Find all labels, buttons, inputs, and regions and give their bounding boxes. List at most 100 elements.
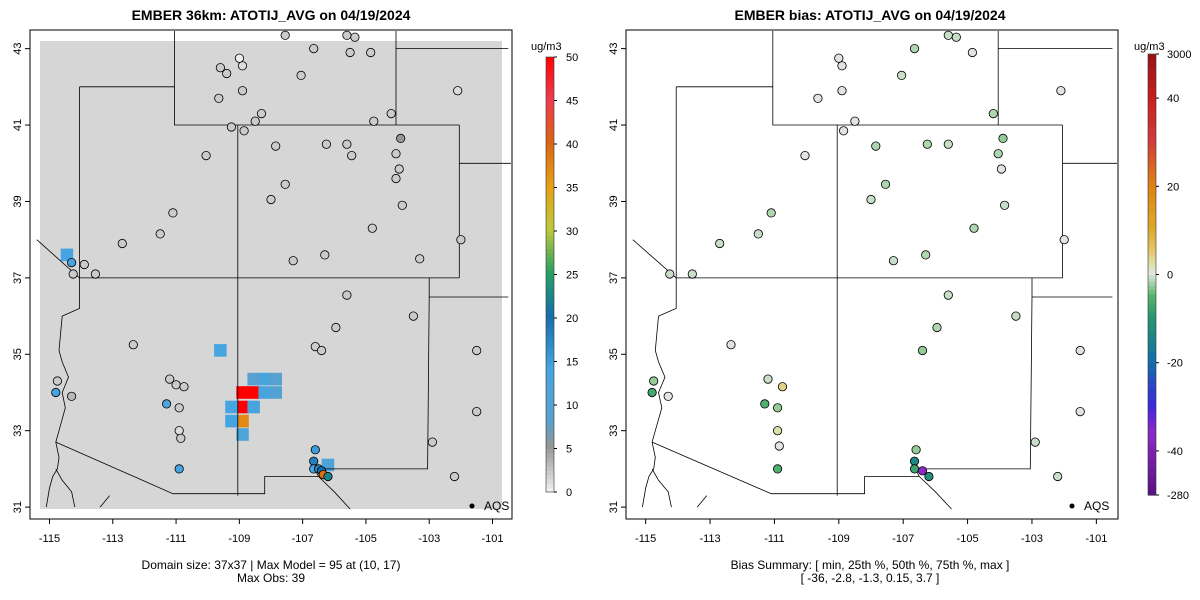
colorbar-segment — [546, 91, 554, 97]
colorbar-segment — [1148, 303, 1156, 309]
colorbar-segment — [1148, 193, 1156, 198]
colorbar-segment — [546, 204, 554, 210]
y-tick-label: 39 — [12, 195, 24, 207]
colorbar-tick-label: 20 — [566, 313, 578, 325]
colorbar-segment — [1148, 314, 1156, 320]
aqs-point — [316, 345, 327, 356]
colorbar-segment — [1148, 256, 1156, 261]
colorbar-segment — [546, 291, 554, 297]
aqs-point — [321, 139, 331, 149]
colorbar-segment — [546, 374, 554, 380]
colorbar-segment — [1148, 432, 1156, 437]
aqs-point — [250, 116, 260, 126]
bias-point — [1075, 406, 1085, 417]
bias-point — [726, 340, 736, 350]
colorbar-segment — [1148, 105, 1156, 110]
colorbar-segment — [546, 357, 554, 363]
bias-point — [988, 109, 998, 119]
model-cell — [236, 428, 249, 441]
colorbar-segment — [1148, 384, 1156, 390]
aqs-point — [310, 445, 320, 455]
colorbar-segment — [1148, 72, 1156, 77]
colorbar-segment — [1148, 325, 1156, 331]
aqs-point — [214, 93, 224, 103]
colorbar-segment — [546, 200, 554, 206]
colorbar-segment — [546, 487, 554, 493]
bias-point — [998, 133, 1008, 143]
colorbar-segment — [546, 148, 554, 154]
colorbar-segment — [1148, 245, 1156, 250]
colorbar-segment — [546, 231, 554, 236]
colorbar-segment — [1148, 142, 1156, 147]
colorbar-tick-label: 0 — [566, 487, 572, 499]
colorbar-segment — [1148, 149, 1156, 154]
colorbar-segment — [1148, 186, 1156, 191]
aqs-point — [215, 63, 225, 73]
colorbar-segment — [546, 344, 554, 350]
bias-point — [777, 382, 788, 392]
colorbar-segment — [1148, 212, 1156, 217]
colorbar-segment — [1148, 461, 1156, 467]
colorbar-segment — [1148, 377, 1156, 382]
colorbar-segment — [1148, 344, 1156, 349]
colorbar-segment — [1148, 450, 1156, 456]
y-tick-label: 41 — [608, 119, 620, 131]
colorbar-segment — [546, 222, 554, 228]
colorbar-segment — [546, 444, 554, 450]
colorbar-segment — [1148, 436, 1156, 441]
colorbar-segment — [546, 96, 554, 102]
colorbar-tick-label: 35 — [566, 183, 578, 195]
colorbar-segment — [546, 122, 554, 128]
colorbar-segment — [1148, 373, 1156, 378]
colorbar-tick-label: -40 — [1167, 446, 1183, 458]
concentration-panel: EMBER 36km: ATOTIJ_AVG on 04/19/2024 -11… — [12, 7, 578, 585]
boundary-line — [318, 476, 351, 510]
aqs-point — [342, 139, 352, 149]
colorbar-segment — [546, 152, 554, 158]
colorbar-segment — [1148, 355, 1156, 360]
aqs-point — [51, 387, 61, 398]
colorbar-segment — [1148, 98, 1156, 103]
boundary-line — [642, 476, 650, 508]
aqs-point — [256, 109, 267, 119]
bias-point — [813, 93, 823, 103]
aqs-point — [174, 464, 184, 474]
x-tick-label: -115 — [39, 533, 60, 545]
bias-panel: EMBER bias: ATOTIJ_AVG on 04/19/2024 -11… — [608, 7, 1192, 585]
colorbar-segment — [1148, 274, 1156, 279]
colorbar-tick-label: 25 — [566, 270, 578, 282]
bias-point — [766, 208, 776, 218]
bias-point — [1030, 437, 1040, 447]
boundary-line — [919, 476, 952, 510]
boundary-line — [99, 495, 110, 508]
aqs-point — [345, 47, 355, 58]
colorbar-segment — [1148, 153, 1156, 158]
colorbar-segment — [1148, 83, 1156, 88]
aqs-point — [296, 70, 306, 81]
colorbar-segment — [1148, 197, 1156, 202]
colorbar-segment — [1148, 65, 1156, 70]
aqs-point — [171, 380, 181, 390]
aqs-point — [391, 149, 401, 159]
colorbar-segment — [546, 165, 554, 171]
left-model-hotspot-cells — [60, 248, 335, 472]
colorbar-tick-label: 40 — [566, 139, 578, 151]
left-colorbar — [545, 56, 555, 493]
colorbar-segment — [546, 283, 554, 289]
colorbar-segment — [1148, 234, 1156, 239]
aqs-point — [342, 290, 352, 300]
colorbar-segment — [1148, 336, 1156, 342]
colorbar-segment — [1148, 414, 1156, 419]
right-title: EMBER bias: ATOTIJ_AVG on 04/19/2024 — [734, 7, 1005, 23]
colorbar-segment — [1148, 127, 1156, 132]
colorbar-segment — [546, 339, 554, 345]
x-tick-label: -113 — [102, 533, 123, 545]
colorbar-segment — [546, 478, 554, 484]
colorbar-segment — [1148, 87, 1156, 92]
colorbar-segment — [1148, 226, 1156, 231]
colorbar-segment — [546, 252, 554, 258]
right-legend-label: AQS — [1084, 499, 1109, 513]
colorbar-segment — [1148, 164, 1156, 169]
colorbar-segment — [546, 248, 554, 254]
y-tick-label: 37 — [608, 272, 620, 284]
